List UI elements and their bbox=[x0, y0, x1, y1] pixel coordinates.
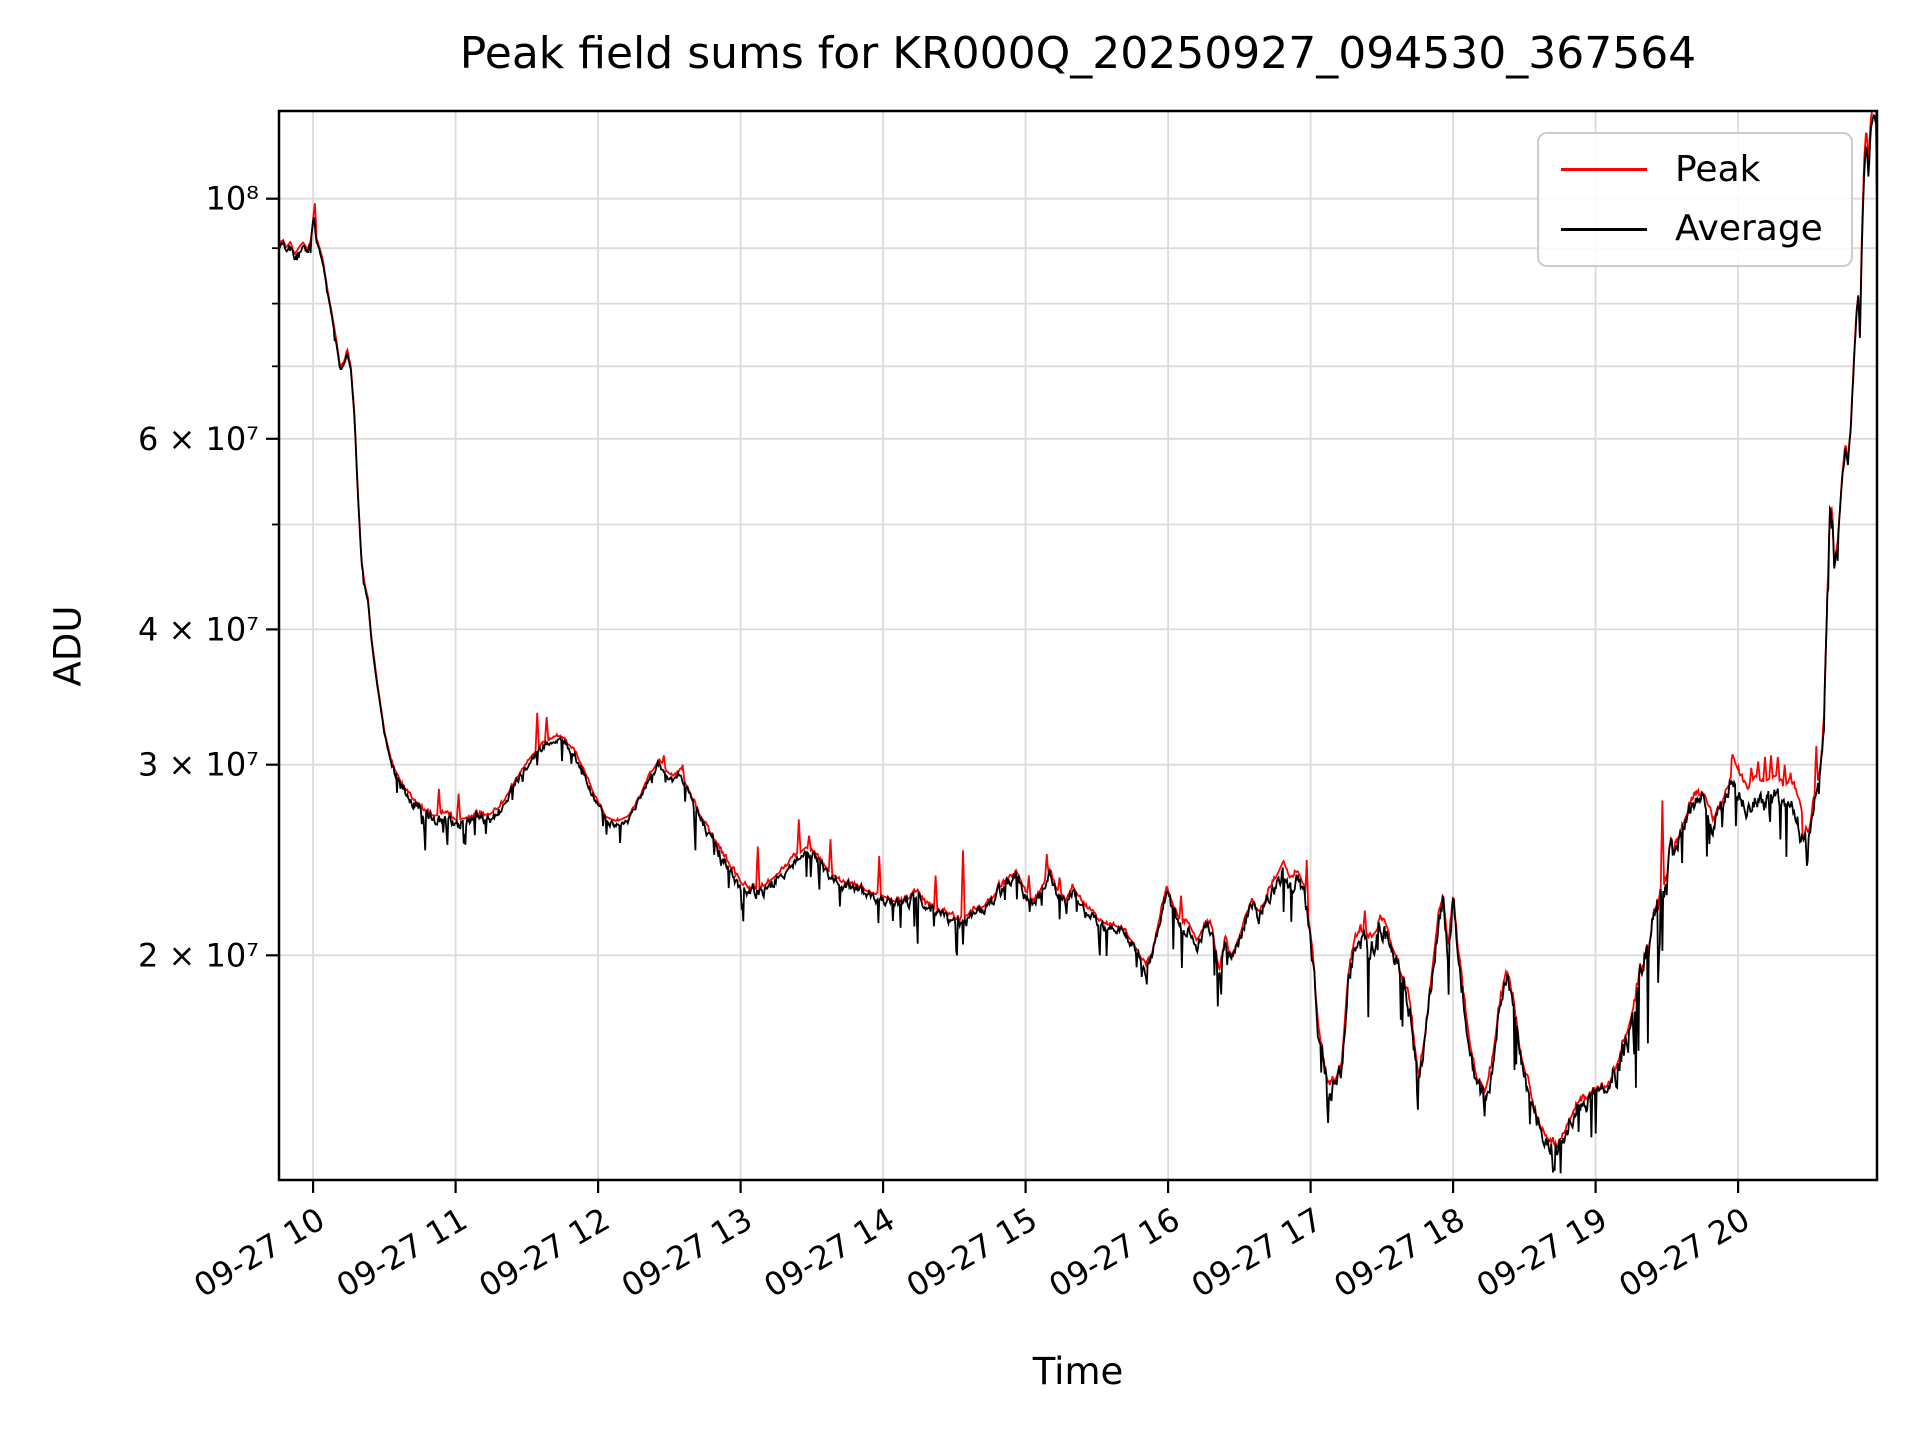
peak-line-swatch bbox=[1561, 168, 1647, 172]
x-tick-label: 09-27 14 bbox=[758, 1200, 902, 1305]
x-tick-label: 09-27 19 bbox=[1470, 1200, 1614, 1305]
x-tick-label: 09-27 20 bbox=[1613, 1200, 1757, 1305]
x-tick-label: 09-27 18 bbox=[1328, 1200, 1472, 1305]
legend-entry-average: Average bbox=[1561, 211, 1829, 247]
plot-data-region bbox=[279, 111, 1877, 1174]
y-tick-label: 10⁸ bbox=[205, 180, 259, 218]
x-tick-label: 09-27 17 bbox=[1185, 1200, 1329, 1305]
legend-label-average: Average bbox=[1675, 208, 1823, 250]
y-tick-label: 2 × 10⁷ bbox=[138, 936, 259, 974]
average-line-swatch bbox=[1561, 227, 1647, 231]
x-tick-label: 09-27 12 bbox=[473, 1200, 617, 1305]
x-tick-label: 09-27 15 bbox=[900, 1200, 1044, 1305]
x-tick-label: 09-27 11 bbox=[330, 1200, 474, 1305]
x-tick-label: 09-27 16 bbox=[1043, 1200, 1187, 1305]
y-tick-label: 4 × 10⁷ bbox=[138, 610, 259, 648]
axes-spines bbox=[277, 109, 1879, 1182]
x-tick-label: 09-27 13 bbox=[615, 1200, 759, 1305]
y-tick-label: 6 × 10⁷ bbox=[138, 420, 259, 458]
average-series-line bbox=[279, 113, 1877, 1174]
x-tick-label: 09-27 10 bbox=[188, 1200, 332, 1305]
y-axis-label: ADU bbox=[46, 605, 90, 687]
legend-label-peak: Peak bbox=[1675, 148, 1761, 190]
x-axis-label: Time bbox=[1032, 1350, 1124, 1393]
y-tick-label: 3 × 10⁷ bbox=[138, 746, 259, 784]
chart-title: Peak field sums for KR000Q_20250927_0945… bbox=[459, 28, 1697, 79]
legend-entry-peak: Peak bbox=[1561, 148, 1829, 190]
gridlines bbox=[279, 111, 1877, 1180]
axis-ticks bbox=[266, 197, 1740, 1193]
legend: Peak Average bbox=[1537, 132, 1853, 267]
